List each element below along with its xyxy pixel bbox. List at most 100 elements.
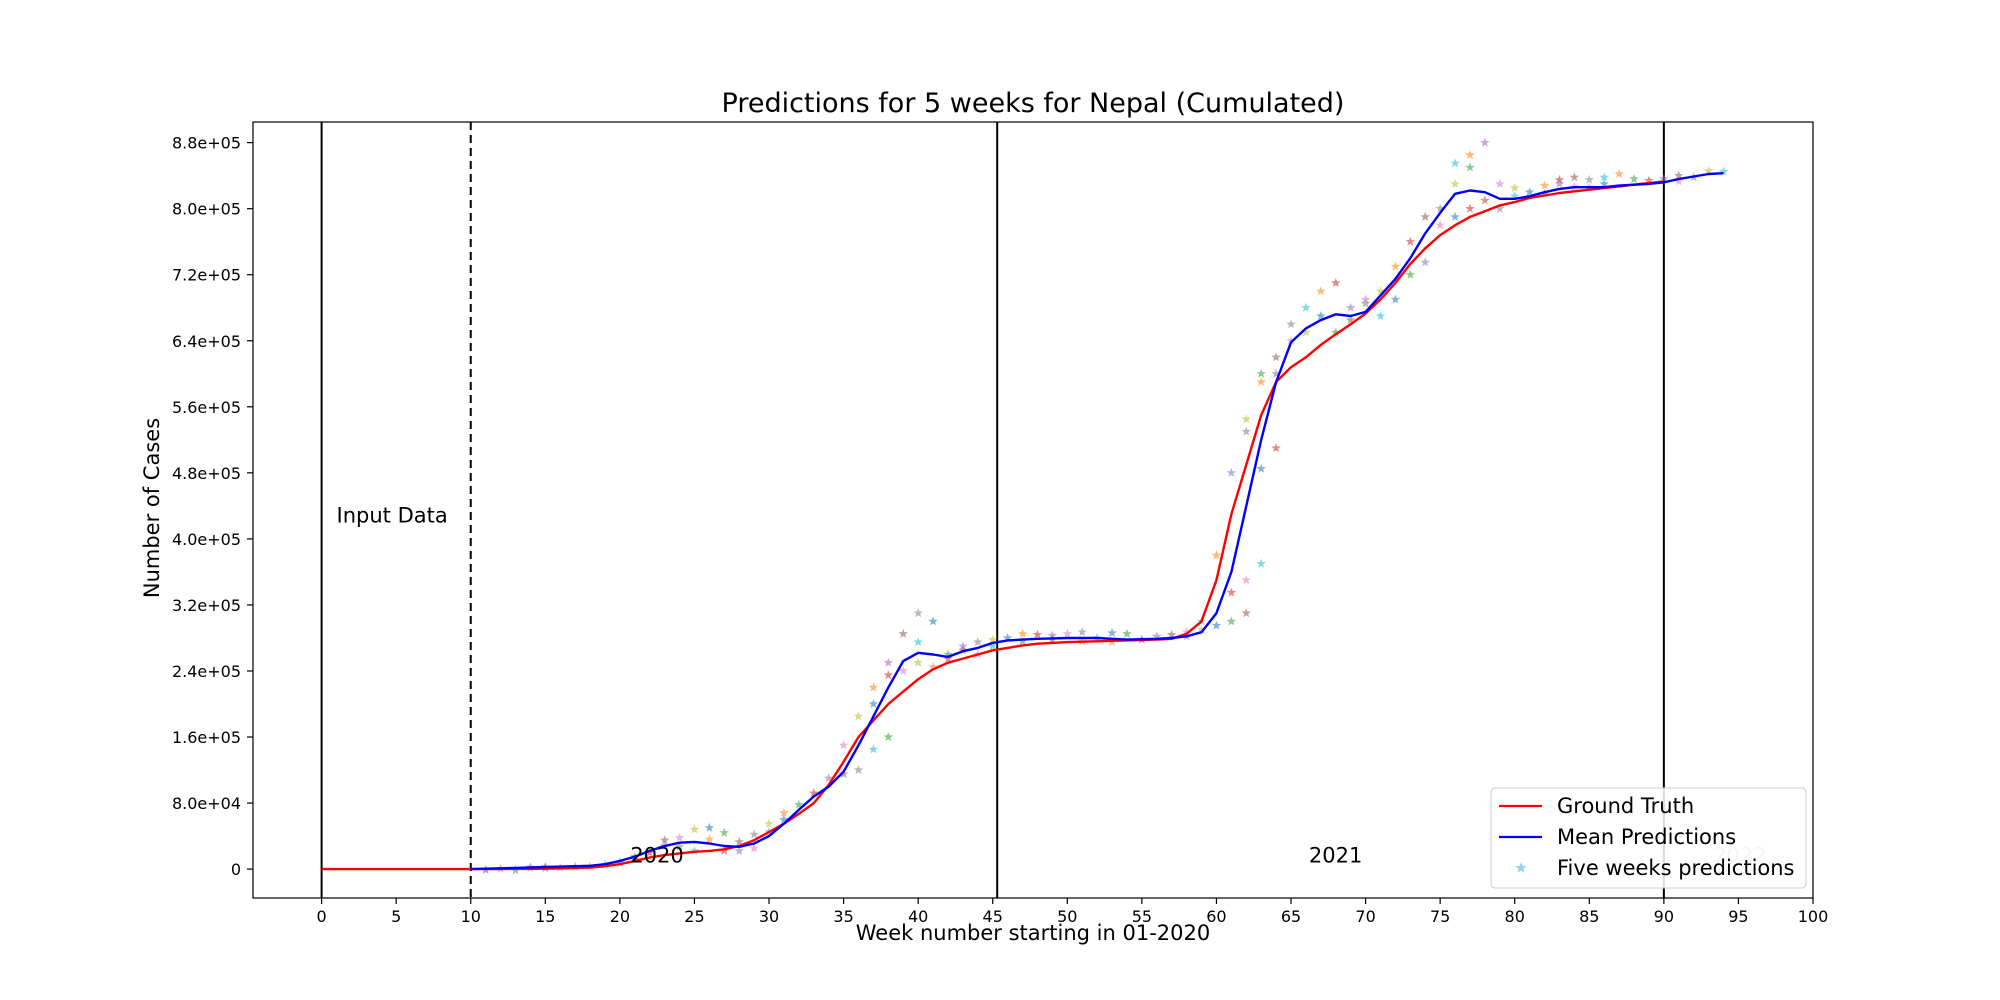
prediction-point xyxy=(1405,236,1416,246)
legend-swatch-five-weeks xyxy=(1515,862,1527,873)
prediction-point xyxy=(719,827,729,837)
prediction-point xyxy=(1077,627,1087,637)
prediction-point xyxy=(1375,311,1386,320)
prediction-point xyxy=(1599,172,1609,182)
y-axis-ticks: 0 8.0e+04 1.6e+05 2.4e+05 3.2e+05 4.0e+05 4.8e… xyxy=(172,134,253,879)
y-tick-label: 8.0e+05 xyxy=(172,200,241,219)
prediction-point xyxy=(1495,178,1505,188)
y-tick-label: 3.2e+05 xyxy=(172,596,241,615)
prediction-point xyxy=(1450,211,1460,221)
mean-predictions-line xyxy=(470,172,1724,871)
prediction-point xyxy=(1256,463,1266,473)
y-tick-label: 6.4e+05 xyxy=(172,332,241,351)
prediction-point xyxy=(973,637,983,647)
prediction-point xyxy=(1435,220,1445,230)
prediction-point xyxy=(1345,315,1356,325)
x-tick-label: 90 xyxy=(1654,907,1674,926)
y-tick-label: 4.0e+05 xyxy=(172,530,241,549)
prediction-point xyxy=(809,788,819,798)
prediction-point xyxy=(883,732,894,742)
prediction-point xyxy=(958,645,968,655)
prediction-point xyxy=(1360,298,1371,308)
prediction-point xyxy=(988,641,998,651)
x-tick-label: 45 xyxy=(983,907,1003,926)
prediction-point xyxy=(853,711,864,721)
prediction-point xyxy=(1256,368,1266,378)
prediction-point xyxy=(1107,628,1117,637)
prediction-point xyxy=(883,670,894,680)
prediction-point xyxy=(883,657,894,667)
prediction-point xyxy=(764,818,774,828)
x-tick-label: 55 xyxy=(1132,907,1152,926)
y-tick-label: 8.0e+04 xyxy=(172,794,241,813)
x-tick-label: 85 xyxy=(1579,907,1599,926)
prediction-point xyxy=(1390,294,1401,304)
prediction-point xyxy=(1674,170,1684,180)
series-lines xyxy=(321,172,1724,871)
prediction-point xyxy=(1316,311,1326,320)
prediction-point xyxy=(1316,286,1326,296)
prediction-point xyxy=(1166,629,1177,639)
prediction-point xyxy=(988,634,998,644)
x-tick-label: 40 xyxy=(908,907,928,926)
prediction-point xyxy=(1465,203,1475,213)
y-tick-label: 8.8e+05 xyxy=(172,134,241,153)
prediction-point xyxy=(1226,616,1237,626)
prediction-point xyxy=(1510,191,1520,201)
prediction-point xyxy=(1286,319,1296,329)
prediction-point xyxy=(1211,550,1222,560)
prediction-point xyxy=(838,769,849,779)
prediction-point xyxy=(1271,443,1281,453)
prediction-point xyxy=(1539,180,1550,190)
prediction-point xyxy=(1002,633,1013,642)
prediction-point xyxy=(1390,261,1401,271)
chart-title: Predictions for 5 weeks for Nepal (Cumul… xyxy=(722,88,1345,119)
annotation-label: Input Data xyxy=(337,503,448,527)
prediction-point xyxy=(734,845,744,855)
x-tick-label: 20 xyxy=(610,907,630,926)
prediction-point xyxy=(1301,327,1311,337)
x-tick-label: 60 xyxy=(1206,907,1226,926)
prediction-point xyxy=(659,835,670,845)
x-tick-label: 50 xyxy=(1057,907,1077,926)
prediction-point xyxy=(1241,426,1251,436)
x-tick-label: 0 xyxy=(317,907,327,926)
x-tick-label: 65 xyxy=(1281,907,1301,926)
x-tick-label: 15 xyxy=(535,907,555,926)
prediction-point xyxy=(1599,178,1609,188)
prediction-point xyxy=(689,824,700,834)
legend-label-five-weeks: Five weeks predictions xyxy=(1557,856,1795,880)
prediction-point xyxy=(1465,150,1475,160)
prediction-point xyxy=(749,829,759,839)
prediction-point xyxy=(1301,302,1311,312)
annotation-label: 2020 xyxy=(630,844,683,868)
y-tick-label: 2.4e+05 xyxy=(172,662,241,681)
prediction-point xyxy=(928,616,938,626)
prediction-point xyxy=(853,765,864,775)
ground-truth-line xyxy=(321,180,1665,871)
prediction-point xyxy=(1331,278,1341,287)
legend-label-ground-truth: Ground Truth xyxy=(1557,794,1694,818)
prediction-point xyxy=(1405,269,1416,279)
prediction-point xyxy=(1614,169,1624,179)
prediction-point xyxy=(674,832,685,842)
prediction-point xyxy=(913,657,923,667)
prediction-point xyxy=(779,814,789,824)
prediction-point xyxy=(1659,174,1669,183)
y-axis-label: Number of Cases xyxy=(140,418,164,598)
legend-label-mean-predictions: Mean Predictions xyxy=(1557,825,1736,849)
prediction-point xyxy=(749,843,759,853)
prediction-point xyxy=(1718,166,1729,176)
prediction-point xyxy=(1420,257,1430,267)
prediction-point xyxy=(913,637,923,647)
prediction-point xyxy=(1644,175,1654,185)
prediction-point xyxy=(1703,165,1714,175)
x-tick-label: 75 xyxy=(1430,907,1450,926)
legend-star-icon xyxy=(1515,862,1527,873)
x-tick-label: 5 xyxy=(391,907,401,926)
prediction-point xyxy=(1524,187,1535,197)
prediction-point xyxy=(1420,211,1430,221)
prediction-point xyxy=(838,740,849,750)
prediction-point xyxy=(779,808,789,817)
prediction-point xyxy=(1629,174,1639,183)
